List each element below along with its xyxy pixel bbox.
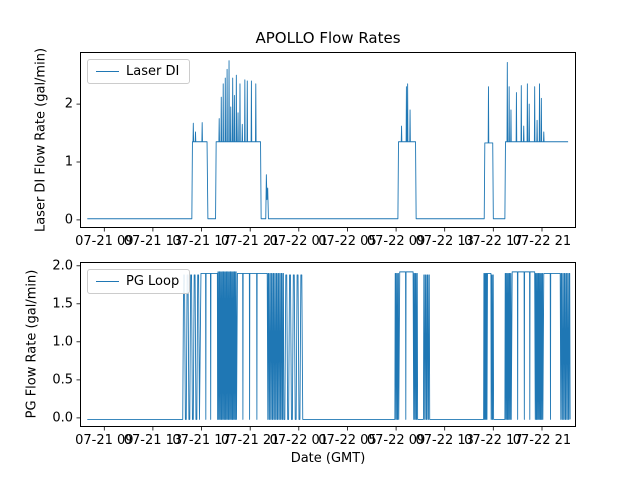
legend-line-sample bbox=[96, 71, 119, 72]
y-tick-label: 0.5 bbox=[52, 372, 73, 388]
x-tick-label: 07-22 01 bbox=[269, 433, 329, 448]
x-tick-label: 07-22 21 bbox=[512, 234, 572, 249]
x-tick-label: 07-22 05 bbox=[318, 433, 377, 448]
legend-label: Laser DI bbox=[126, 64, 180, 79]
axes-pg-loop: PG Loop 07-21 09 07-21 13 07-21 17 07-21 21… bbox=[52, 258, 576, 448]
x-tick-label: 07-22 17 bbox=[464, 433, 523, 448]
chart-title: APOLLO Flow Rates bbox=[255, 29, 401, 47]
x-tick-label: 07-22 13 bbox=[415, 433, 474, 448]
x-axis-label: Date (GMT) bbox=[290, 451, 366, 466]
x-tick-label: 07-21 21 bbox=[220, 234, 280, 249]
y-tick-label: 0 bbox=[64, 212, 73, 228]
y-tick-label: 0.0 bbox=[52, 410, 73, 426]
y-tick-label: 2 bbox=[64, 96, 73, 112]
x-tick-label: 07-21 17 bbox=[172, 433, 231, 448]
x-tick-label: 07-21 13 bbox=[123, 234, 183, 249]
y-tick-label: 1.0 bbox=[52, 334, 73, 350]
y-tick-label: 1.5 bbox=[52, 296, 73, 312]
y-tick-label: 2.0 bbox=[52, 258, 73, 274]
x-tick-label: 07-21 09 bbox=[75, 433, 134, 448]
x-tick-label: 07-22 09 bbox=[366, 433, 426, 448]
x-tick-label: 07-22 01 bbox=[269, 234, 329, 249]
legend-label: PG Loop bbox=[126, 274, 180, 289]
legend-line-sample bbox=[96, 281, 119, 282]
x-tick-label: 07-22 21 bbox=[512, 433, 572, 448]
legend-laser-di: Laser DI bbox=[87, 59, 191, 84]
x-tick-label: 07-22 13 bbox=[415, 234, 474, 249]
axes-laser-di: Laser DI 07-21 09 07-21 13 07-21 17 07-21 2… bbox=[65, 52, 576, 249]
laser-di-plot-svg bbox=[76, 52, 576, 232]
legend-pg-loop: PG Loop bbox=[87, 269, 191, 294]
x-tick-label: 07-22 05 bbox=[318, 234, 377, 249]
x-tick-label: 07-22 17 bbox=[464, 234, 523, 249]
y-tick-label: 1 bbox=[64, 154, 73, 170]
x-tick-label: 07-21 09 bbox=[75, 234, 134, 249]
pg-loop-plot-svg bbox=[76, 262, 576, 431]
x-tick-label: 07-21 21 bbox=[220, 433, 280, 448]
x-tick-label: 07-22 09 bbox=[366, 234, 426, 249]
x-tick-label: 07-21 13 bbox=[123, 433, 183, 448]
y-axis-label-laser-di: Laser DI Flow Rate (gal/min) bbox=[33, 47, 49, 233]
y-axis-label-pg-loop: PG Flow Rate (gal/min) bbox=[24, 269, 40, 419]
x-tick-label: 07-21 17 bbox=[172, 234, 231, 249]
